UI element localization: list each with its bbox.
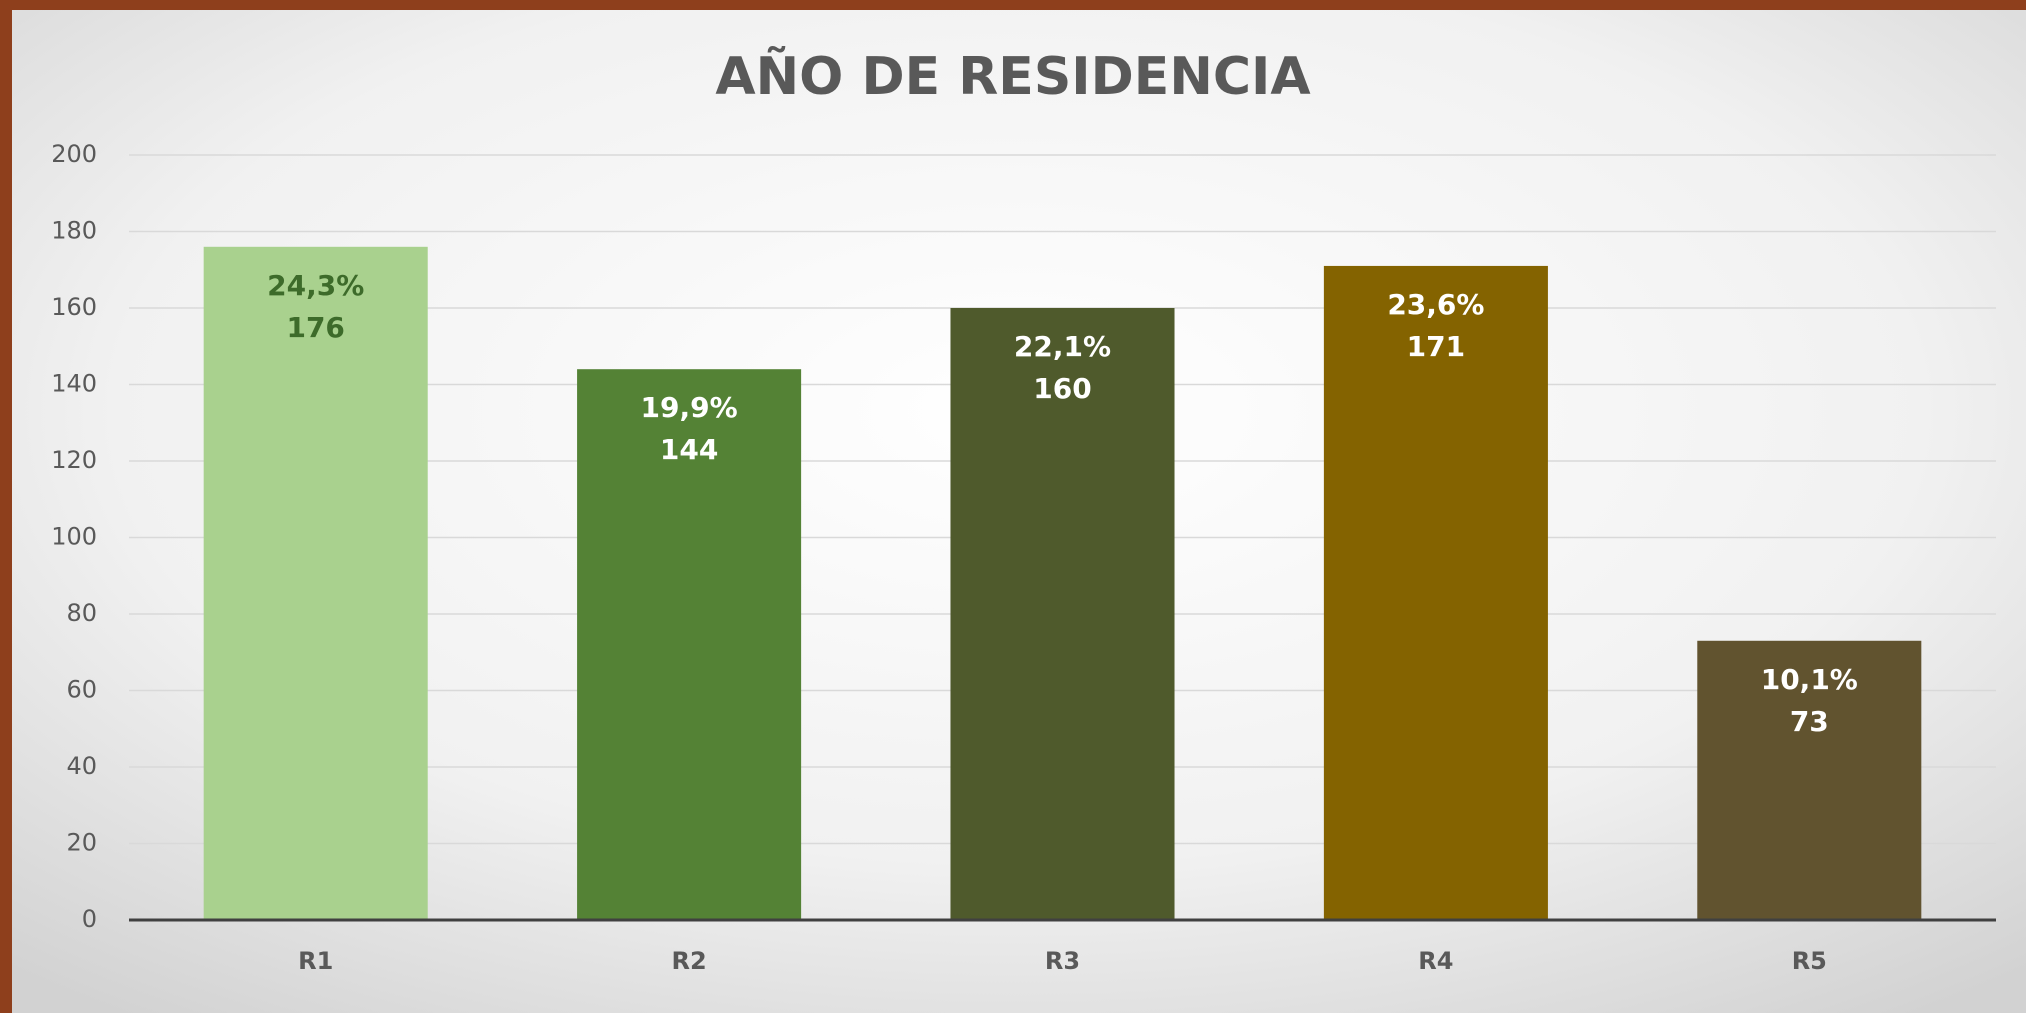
- y-tick-label: 180: [51, 217, 97, 245]
- percent-label: 10,1%: [1761, 663, 1858, 696]
- plot-area: 0 20 40 60 80 100 120 140 160 180 200 R1 24,3% 176 R2 1…: [51, 140, 1996, 975]
- bar: [1323, 265, 1548, 920]
- percent-label: 24,3%: [267, 269, 364, 302]
- x-tick-label: R5: [1792, 947, 1827, 975]
- value-label: 176: [286, 311, 344, 344]
- y-tick-label: 0: [82, 905, 97, 933]
- x-tick-label: R4: [1418, 947, 1453, 975]
- value-label: 73: [1790, 705, 1829, 738]
- y-tick-label: 100: [51, 523, 97, 551]
- bar: [950, 308, 1175, 920]
- y-tick-label: 200: [51, 140, 97, 168]
- y-tick-label: 40: [66, 752, 97, 780]
- x-tick-label: R3: [1045, 947, 1080, 975]
- y-tick-label: 20: [66, 829, 97, 857]
- percent-label: 23,6%: [1387, 288, 1484, 321]
- value-label: 171: [1407, 330, 1465, 363]
- bar: [1697, 640, 1922, 920]
- bar: [577, 369, 802, 920]
- chart-title: AÑO DE RESIDENCIA: [715, 46, 1310, 107]
- percent-label: 22,1%: [1014, 330, 1111, 363]
- y-tick-label: 120: [51, 446, 97, 474]
- bar: [203, 246, 428, 921]
- x-tick-label: R1: [298, 947, 333, 975]
- y-tick-label: 80: [66, 599, 97, 627]
- x-tick-label: R2: [672, 947, 707, 975]
- y-tick-label: 60: [66, 676, 97, 704]
- percent-label: 19,9%: [641, 391, 738, 424]
- value-label: 160: [1033, 372, 1091, 405]
- y-tick-label: 160: [51, 293, 97, 321]
- y-tick-label: 140: [51, 370, 97, 398]
- value-label: 144: [660, 433, 718, 466]
